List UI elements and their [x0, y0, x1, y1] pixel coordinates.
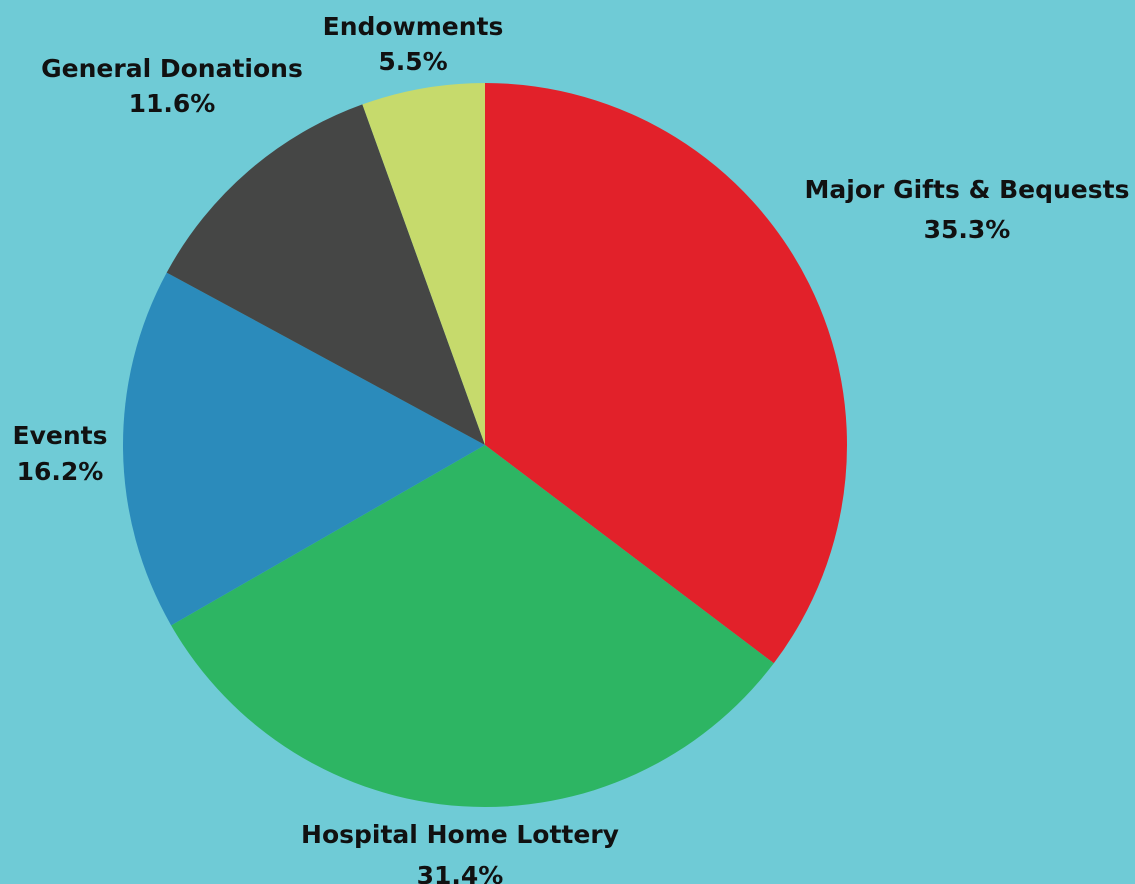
pie-slice-endowments	[362, 83, 485, 445]
pie-slice-major-gifts-bequests	[485, 83, 848, 664]
slice-value-events: 16.2%	[17, 457, 104, 486]
pie-slice-hospital-home-lottery	[171, 445, 774, 807]
pie-slice-general-donations	[166, 104, 485, 446]
pie-labels: Major Gifts & Bequests 35.3% Hospital Home…	[13, 12, 1130, 884]
slice-value-general-donations: 11.6%	[129, 89, 216, 118]
slice-value-major-gifts-bequests: 35.3%	[924, 215, 1011, 244]
slice-label-endowments: Endowments	[323, 12, 504, 41]
slice-label-hospital-home-lottery: Hospital Home Lottery	[301, 820, 619, 849]
slice-value-endowments: 5.5%	[378, 47, 447, 76]
slice-value-hospital-home-lottery: 31.4%	[417, 861, 504, 884]
pie-slices	[122, 83, 848, 807]
slice-label-major-gifts-bequests: Major Gifts & Bequests	[805, 175, 1130, 204]
slice-label-general-donations: General Donations	[41, 54, 303, 83]
slice-label-events: Events	[13, 421, 108, 450]
pie-slice-events	[122, 272, 485, 626]
